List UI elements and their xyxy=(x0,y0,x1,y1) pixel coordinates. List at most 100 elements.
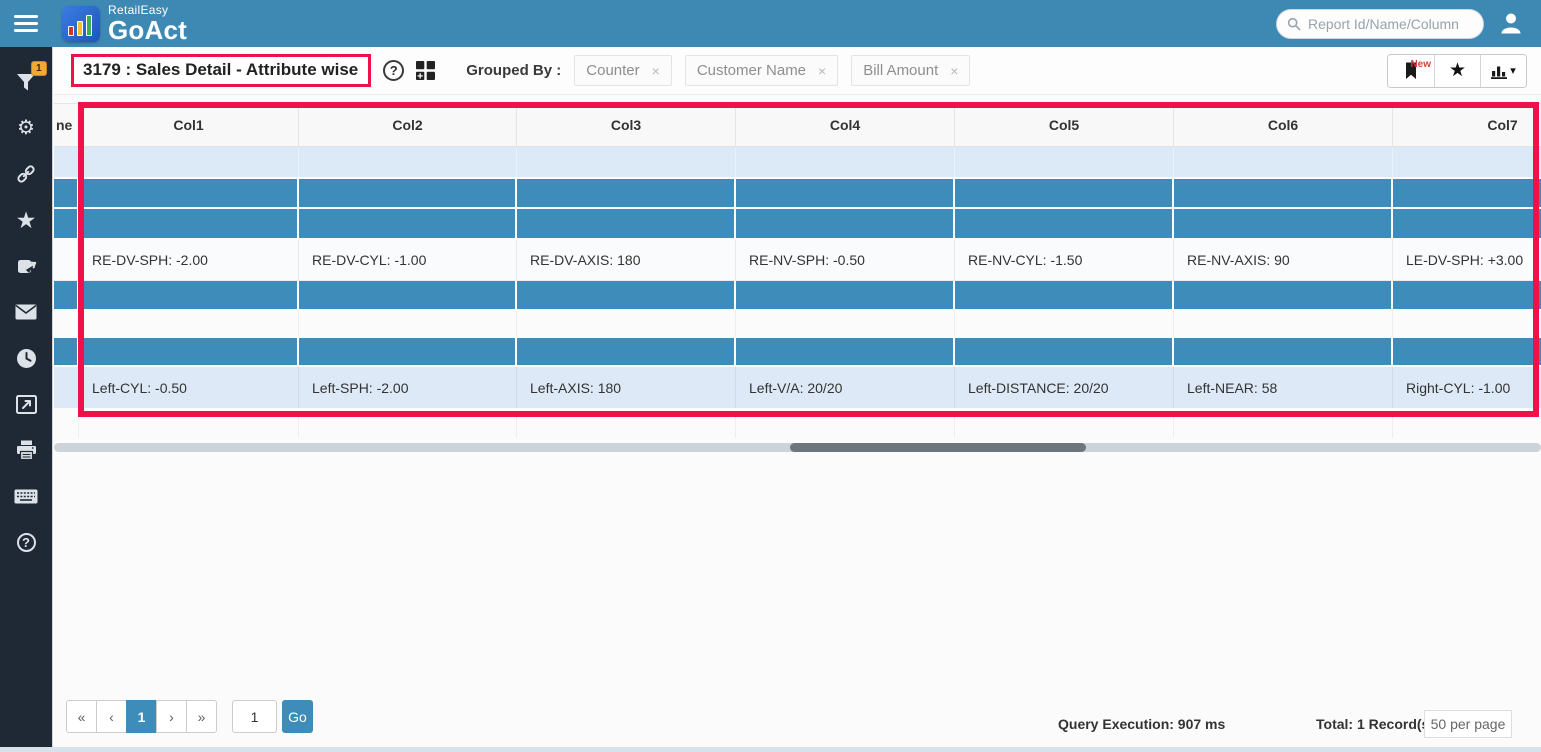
table-cell: RE-DV-SPH: -2.00 xyxy=(79,240,299,281)
column-header-col3[interactable]: Col3 xyxy=(517,104,736,146)
table-header-row: ne Col1 Col2 Col3 Col4 Col5 Col6 Col7 xyxy=(54,103,1541,147)
table-cell: Right-CYL: -1.00 xyxy=(1393,367,1541,408)
favorite-button[interactable]: ★ xyxy=(1434,54,1480,87)
report-search-box[interactable] xyxy=(1276,9,1484,39)
report-toolbar: 3179 : Sales Detail - Attribute wise ? G… xyxy=(54,47,1541,95)
group-chip-label: Counter xyxy=(586,62,640,79)
share-icon xyxy=(17,259,36,273)
table-cell: Left-AXIS: 180 xyxy=(517,367,736,408)
gear-icon: ⚙ xyxy=(17,117,35,139)
filter-icon xyxy=(17,73,35,90)
table-row-band xyxy=(54,179,1541,207)
search-icon xyxy=(1287,17,1301,31)
column-header-col7[interactable]: Col7 xyxy=(1393,104,1541,146)
remove-group-icon[interactable]: × xyxy=(818,62,827,79)
group-chip-label: Customer Name xyxy=(696,62,807,79)
sidebar-item-filter[interactable]: 1 xyxy=(0,59,53,105)
remove-group-icon[interactable]: × xyxy=(950,62,959,79)
column-header-col4[interactable]: Col4 xyxy=(736,104,955,146)
sidebar-item-favorites[interactable]: ★ xyxy=(0,197,53,243)
grouped-by-label: Grouped By : xyxy=(466,62,562,79)
current-page-button[interactable]: 1 xyxy=(126,700,157,733)
link-icon xyxy=(17,165,35,183)
table-row-band xyxy=(54,415,1541,438)
table-cell: Left-DISTANCE: 20/20 xyxy=(955,367,1174,408)
sidebar-item-settings[interactable]: ⚙ xyxy=(0,105,53,151)
hamburger-menu-icon[interactable] xyxy=(14,15,38,32)
table-cell: RE-NV-CYL: -1.50 xyxy=(955,240,1174,281)
report-help-icon[interactable]: ? xyxy=(383,60,405,81)
logo-chart-icon xyxy=(62,5,100,42)
table-cell: RE-DV-AXIS: 180 xyxy=(517,240,736,281)
printer-icon xyxy=(16,440,36,460)
clipped-column-header: ne xyxy=(56,117,73,133)
per-page-select[interactable]: 50 per page xyxy=(1424,710,1512,738)
column-header-col5[interactable]: Col5 xyxy=(955,104,1174,146)
total-records: Total: 1 Record(s) xyxy=(1316,716,1434,732)
sidebar-item-link[interactable] xyxy=(0,151,53,197)
last-page-button[interactable]: » xyxy=(186,700,217,733)
table-cell: Left-V/A: 20/20 xyxy=(736,367,955,408)
chart-view-button[interactable]: ▾ xyxy=(1480,54,1526,87)
table-row-band xyxy=(54,147,1541,177)
star-icon: ★ xyxy=(1448,60,1467,81)
report-title: 3179 : Sales Detail - Attribute wise xyxy=(71,54,372,87)
new-badge: New xyxy=(1410,58,1431,70)
sidebar-item-share[interactable] xyxy=(0,243,53,289)
bookmark-icon xyxy=(1406,62,1416,79)
column-header-col6[interactable]: Col6 xyxy=(1174,104,1393,146)
go-button[interactable]: Go xyxy=(282,700,313,733)
brand-name-bottom: GoAct xyxy=(108,15,187,45)
report-actions-group: New ★ ▾ xyxy=(1387,53,1527,88)
clock-icon xyxy=(16,348,36,368)
column-header-col2[interactable]: Col2 xyxy=(299,104,517,146)
table-cell: Left-SPH: -2.00 xyxy=(299,367,517,408)
page-number-input[interactable] xyxy=(232,700,277,733)
next-page-button[interactable]: › xyxy=(156,700,187,733)
horizontal-scrollbar-track[interactable] xyxy=(54,443,1541,452)
left-sidebar: 1 ⚙ ★ xyxy=(0,47,53,752)
table-row-band xyxy=(54,209,1541,238)
table-cell: Left-CYL: -0.50 xyxy=(79,367,299,408)
group-chip-customer-name[interactable]: Customer Name × xyxy=(684,55,839,86)
group-chip-bill-amount[interactable]: Bill Amount × xyxy=(851,55,971,86)
group-chip-counter[interactable]: Counter × xyxy=(574,55,672,86)
table-data-row: Left-CYL: -0.50 Left-SPH: -2.00 Left-AXI… xyxy=(54,367,1541,408)
table-data-row: RE-DV-SPH: -2.00 RE-DV-CYL: -1.00 RE-DV-… xyxy=(54,240,1541,281)
horizontal-scrollbar-thumb[interactable] xyxy=(790,443,1086,452)
table-row-band xyxy=(54,311,1541,336)
grid-view-icon[interactable] xyxy=(416,61,436,80)
remove-group-icon[interactable]: × xyxy=(651,62,660,79)
pagination: « ‹ 1 › » Go xyxy=(66,700,313,733)
sidebar-item-help[interactable]: ? xyxy=(0,519,53,565)
sidebar-item-mail[interactable] xyxy=(0,289,53,335)
sidebar-item-history[interactable] xyxy=(0,335,53,381)
sidebar-item-print[interactable] xyxy=(0,427,53,473)
top-header-bar: RetailEasy GoAct xyxy=(0,0,1541,47)
brand-name-top: RetailEasy xyxy=(108,3,169,17)
prev-page-button[interactable]: ‹ xyxy=(96,700,127,733)
column-header-col1[interactable]: Col1 xyxy=(79,104,299,146)
table-cell: Left-NEAR: 58 xyxy=(1174,367,1393,408)
mail-icon xyxy=(15,304,37,320)
table-cell: RE-NV-AXIS: 90 xyxy=(1174,240,1393,281)
star-icon: ★ xyxy=(15,206,37,233)
first-page-button[interactable]: « xyxy=(66,700,97,733)
table-cell: LE-DV-SPH: +3.00 xyxy=(1393,240,1541,281)
export-window-icon xyxy=(15,394,37,414)
search-input[interactable] xyxy=(1308,16,1473,32)
bar-chart-icon xyxy=(1491,66,1508,79)
sidebar-item-export[interactable] xyxy=(0,381,53,427)
app-logo: RetailEasy GoAct xyxy=(62,4,187,43)
group-chip-label: Bill Amount xyxy=(863,62,939,79)
sidebar-item-shortcuts[interactable] xyxy=(0,473,53,519)
query-execution-time: Query Execution: 907 ms xyxy=(1058,716,1226,732)
filter-count-badge: 1 xyxy=(30,61,47,76)
report-grid: ne Col1 Col2 Col3 Col4 Col5 Col6 Col7 RE… xyxy=(54,103,1541,438)
table-cell: RE-DV-CYL: -1.00 xyxy=(299,240,517,281)
help-icon: ? xyxy=(16,532,36,552)
bookmark-button[interactable]: New xyxy=(1388,54,1434,87)
bottom-edge-strip xyxy=(0,747,1541,752)
user-profile-icon[interactable] xyxy=(1499,11,1523,35)
